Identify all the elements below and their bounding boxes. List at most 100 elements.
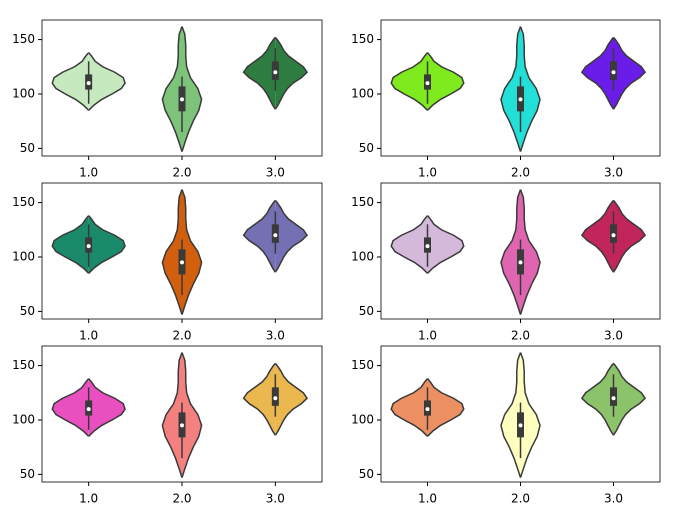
violin-outline [390,52,429,111]
violin-outline [51,378,90,437]
subplot: 50 100 150 1.0 2.0 3.0 [351,19,661,180]
violin-half [520,26,541,152]
violin-outline [519,189,541,315]
violin-outline [181,352,203,478]
y-tick-label: 150 [12,358,35,372]
violin-half [391,215,428,274]
violin-half [52,215,89,274]
y-tick-label: 100 [12,412,35,426]
violin-half [427,52,464,111]
y-tick-label: 100 [12,249,35,263]
violin-half [243,363,276,436]
violin-outline [580,362,615,436]
violin-half [275,363,308,436]
y-tick-label: 50 [20,467,35,481]
violin-outline [612,36,647,110]
violin-outline [161,189,183,315]
y-tick-label: 50 [20,304,35,318]
violin-half [162,352,182,478]
y-tick-label: 150 [351,358,374,372]
median [86,407,91,412]
x-tick-label: 2.0 [511,492,530,506]
violin-outline [161,352,183,478]
y-tick-label: 100 [351,86,374,100]
plot-frame [41,345,323,483]
violin-outline [274,36,309,110]
violin-outline [500,352,522,478]
median [425,407,430,412]
x-tick-label: 1.0 [79,166,98,180]
violin-outline [612,199,647,273]
x-tick-label: 3.0 [266,492,285,506]
violin-outline [580,199,615,273]
plot-frame [41,182,323,320]
violin-half [613,200,646,273]
x-tick-label: 3.0 [604,492,623,506]
violin-outline [161,26,183,152]
median [518,97,523,102]
x-tick-label: 3.0 [266,329,285,343]
violin-outline [519,26,541,152]
median [425,244,430,249]
violin-half [182,189,202,315]
plot-frame [380,182,661,320]
y-tick-label: 100 [351,412,374,426]
violin-half [427,378,464,437]
violin-half [581,37,614,110]
y-tick-label: 150 [351,32,374,46]
violin-outline [426,378,465,437]
median [425,81,430,86]
violin-half [162,189,182,315]
y-tick-label: 150 [351,195,374,209]
violin-outline [51,52,90,111]
violin-outline [426,52,465,111]
median [518,423,523,428]
plot-frame [380,345,661,483]
violin-outline [500,26,522,152]
violin-half [500,352,521,478]
x-tick-label: 3.0 [604,329,623,343]
median [180,260,184,265]
median [273,233,278,238]
violin-outline [274,362,309,436]
violin-outline [519,352,541,478]
x-tick-label: 1.0 [418,166,437,180]
violin-half [88,378,126,437]
y-tick-label: 50 [359,141,374,155]
violin-outline [426,215,465,274]
violin-half [520,189,541,315]
violin-half [52,378,89,437]
median [180,97,184,102]
violin-outline [51,215,90,274]
x-tick-label: 2.0 [511,166,530,180]
x-tick-label: 2.0 [172,329,191,343]
y-tick-label: 100 [351,249,374,263]
violin-outline [242,199,276,273]
median [180,423,184,428]
violin-half [391,378,428,437]
violin-half [391,52,428,111]
median [611,70,616,75]
violin-half [581,200,614,273]
y-tick-label: 50 [20,141,35,155]
violin-outline [390,215,429,274]
subplot: 50 100 150 1.0 2.0 3.0 [12,19,323,180]
y-tick-label: 150 [12,32,35,46]
violin-half [613,37,646,110]
subplot: 50 100 150 1.0 2.0 3.0 [12,345,323,506]
violin-outline [612,362,647,436]
median [86,81,91,86]
x-tick-label: 1.0 [79,329,98,343]
plot-frame [41,19,323,157]
violin-half [613,363,646,436]
violin-half [162,26,182,152]
violin-half [52,52,89,111]
violin-half [275,200,308,273]
violin-outline [274,199,309,273]
x-tick-label: 3.0 [604,166,623,180]
violin-outline [88,378,126,437]
median [86,244,91,249]
y-tick-label: 50 [359,304,374,318]
violin-half [520,352,541,478]
x-tick-label: 1.0 [418,329,437,343]
